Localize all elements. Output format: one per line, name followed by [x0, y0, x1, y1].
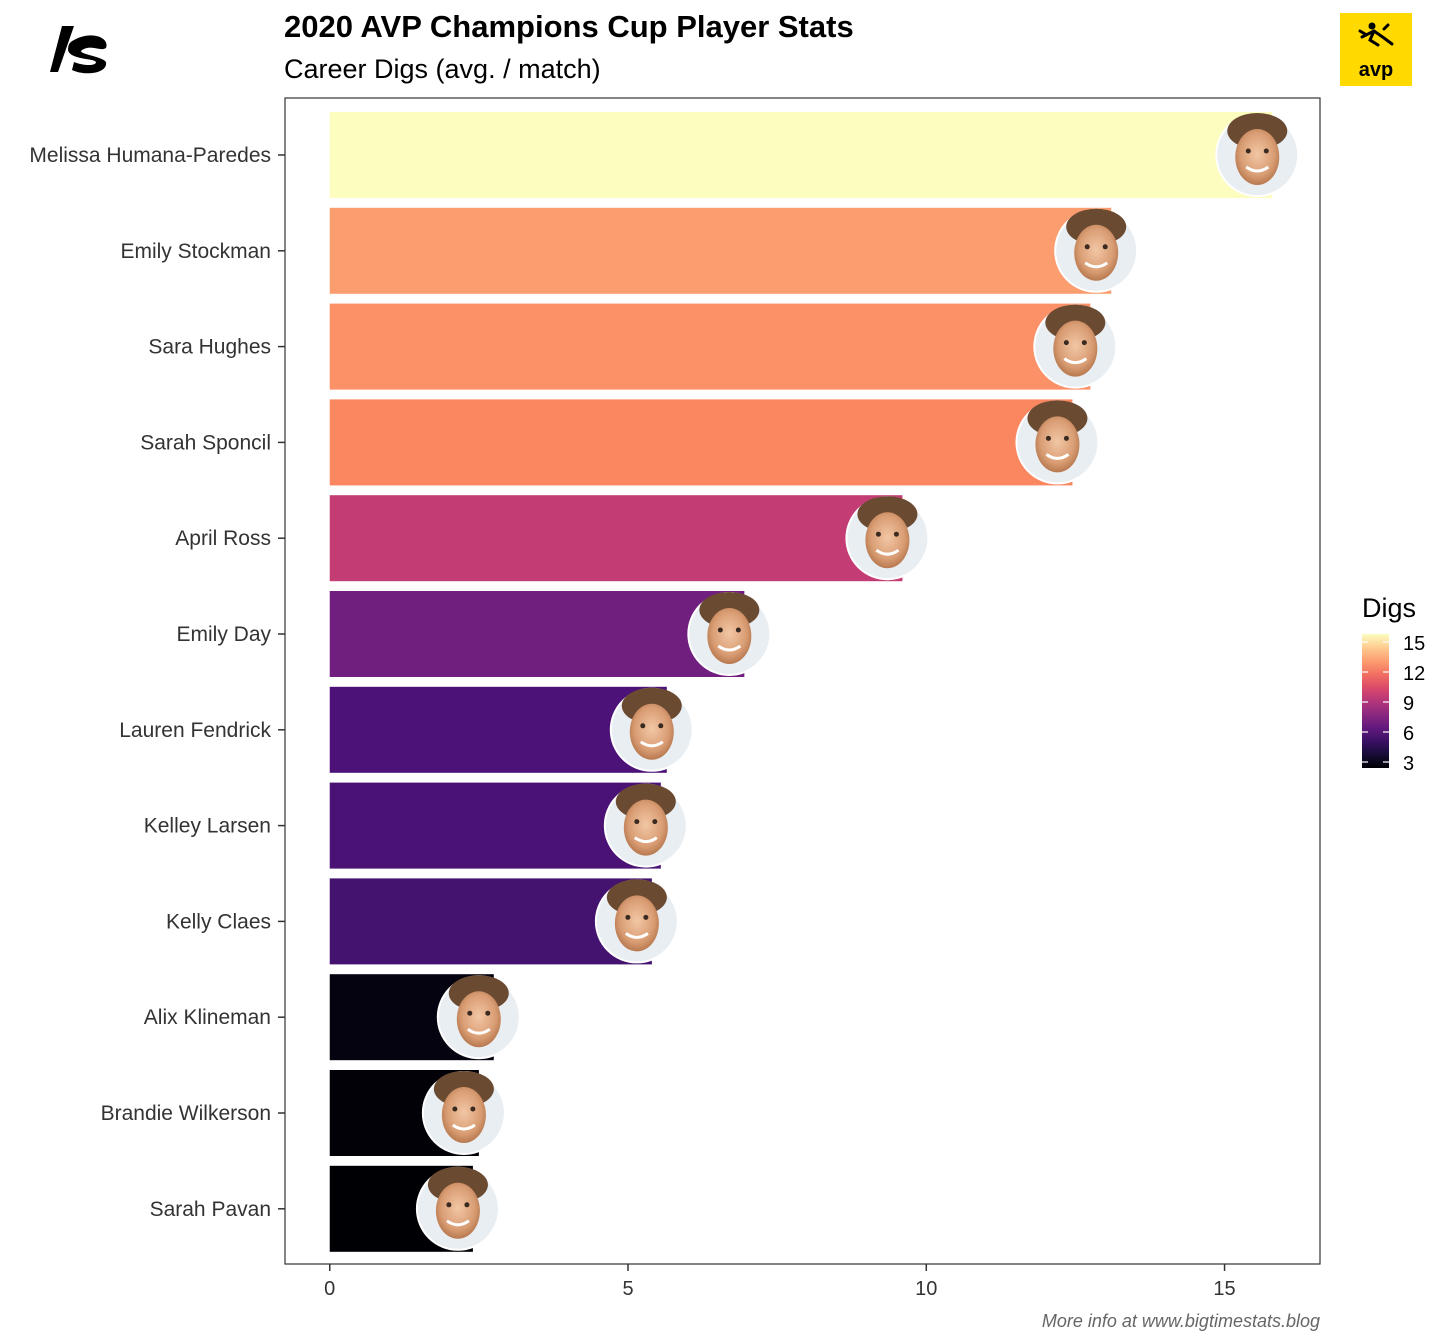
bigtimestats-logo-icon [50, 26, 107, 74]
caption: More info at www.bigtimestats.blog [1042, 1311, 1320, 1331]
player-photo [1215, 113, 1300, 197]
bar [329, 591, 745, 677]
bar [329, 303, 1091, 390]
y-tick-label: Kelley Larsen [144, 815, 271, 838]
player-photo [415, 1166, 500, 1251]
bar [329, 495, 903, 582]
bar [329, 112, 1273, 198]
y-tick-label: Melissa Humana-Paredes [29, 144, 271, 167]
legend-tick-label: 15 [1403, 633, 1425, 655]
legend-title: Digs [1362, 593, 1416, 623]
player-photo [603, 783, 688, 868]
player-photo [1054, 208, 1139, 293]
x-tick-label: 10 [915, 1278, 937, 1300]
y-tick-label: Sara Hughes [148, 336, 271, 359]
chart-subtitle: Career Digs (avg. / match) [284, 54, 601, 84]
x-axis: 0 5 10 15 [324, 1264, 1236, 1300]
legend-tick-label: 3 [1403, 753, 1414, 775]
y-tick-label: Kelly Claes [166, 910, 271, 933]
legend-tick-label: 12 [1403, 663, 1425, 685]
player-photo [594, 879, 679, 964]
x-tick-label: 15 [1213, 1278, 1235, 1300]
bar [329, 399, 1073, 486]
legend-tick-label: 9 [1403, 693, 1414, 715]
y-tick-label: April Ross [175, 527, 271, 550]
legend-ticks: 15 12 9 6 3 [1362, 633, 1425, 775]
bars-layer [329, 112, 1273, 1252]
y-tick-label: Brandie Wilkerson [101, 1102, 271, 1125]
y-tick-label: Sarah Pavan [150, 1198, 271, 1221]
y-tick-label: Lauren Fendrick [119, 719, 271, 742]
x-tick-label: 5 [622, 1278, 633, 1300]
player-photo [687, 592, 772, 676]
player-photos-layer [415, 113, 1300, 1251]
player-photo [1033, 304, 1118, 389]
x-tick-label: 0 [324, 1278, 335, 1300]
player-photo [609, 687, 694, 772]
bar [329, 207, 1112, 294]
y-tick-label: Sarah Sponcil [140, 431, 271, 454]
player-photo [845, 496, 930, 581]
avp-logo-text: avp [1359, 59, 1393, 81]
y-tick-label: Emily Stockman [120, 240, 271, 263]
y-tick-label: Emily Day [176, 623, 271, 646]
avp-logo-icon [1340, 13, 1412, 86]
player-photo [436, 975, 521, 1060]
y-tick-label: Alix Klineman [144, 1006, 271, 1029]
chart-title: 2020 AVP Champions Cup Player Stats [284, 9, 854, 44]
y-axis: Melissa Humana-Paredes Emily Stockman Sara… [29, 144, 285, 1221]
player-photo [421, 1071, 506, 1155]
legend-tick-label: 6 [1403, 723, 1414, 745]
player-photo [1015, 400, 1100, 485]
legend-colorbar [1362, 634, 1389, 768]
